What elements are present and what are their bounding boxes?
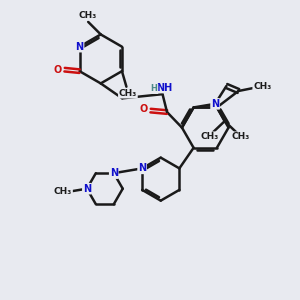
Text: CH₃: CH₃: [253, 82, 272, 91]
Text: N: N: [83, 184, 91, 194]
Text: CH₃: CH₃: [231, 132, 249, 141]
Text: H: H: [151, 84, 158, 93]
Text: N: N: [138, 164, 146, 173]
Text: CH₃: CH₃: [200, 132, 218, 141]
Text: N: N: [76, 42, 84, 52]
Text: CH₃: CH₃: [54, 187, 72, 196]
Text: O: O: [140, 104, 148, 114]
Text: O: O: [54, 65, 62, 75]
Text: N: N: [110, 168, 118, 178]
Text: CH₃: CH₃: [79, 11, 97, 20]
Text: NH: NH: [156, 82, 172, 93]
Text: N: N: [211, 99, 219, 109]
Text: CH₃: CH₃: [119, 89, 137, 98]
